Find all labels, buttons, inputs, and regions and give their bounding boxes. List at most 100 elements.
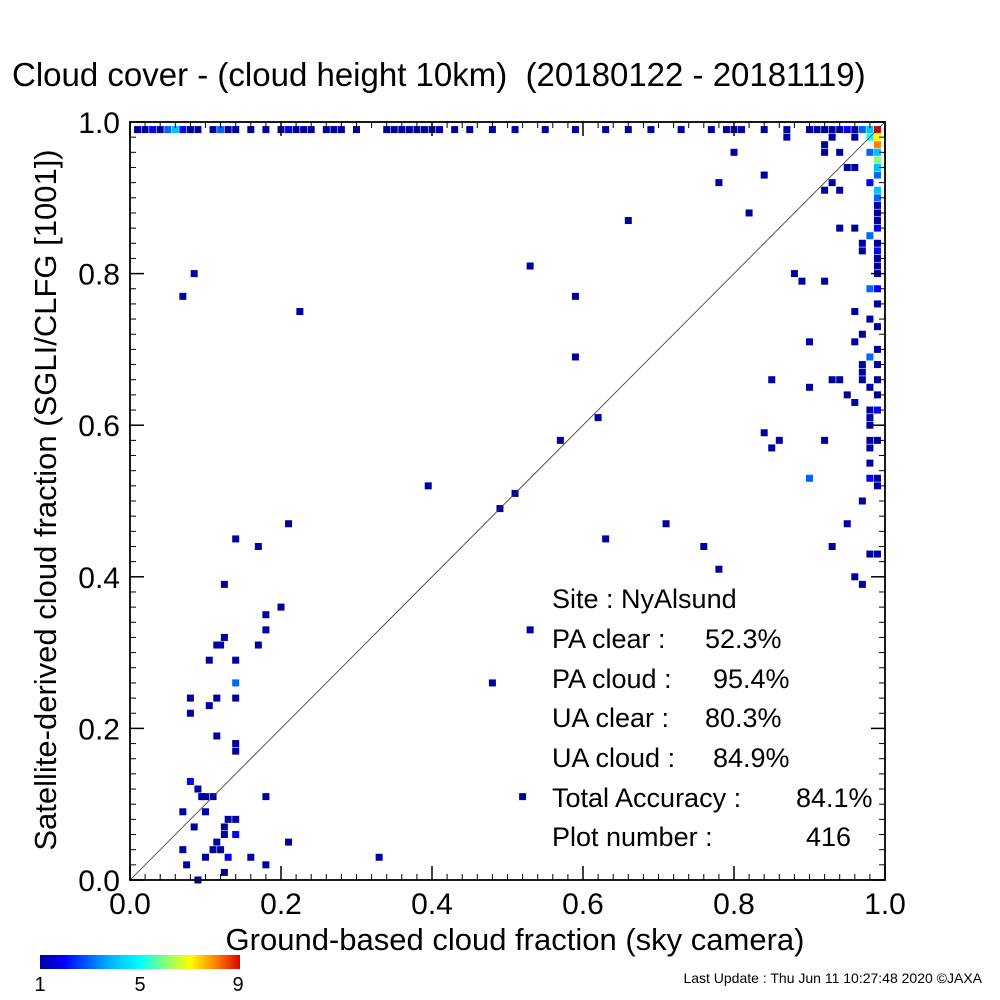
axis-major-ticks — [129, 121, 886, 881]
heatmap-cell — [647, 126, 655, 134]
heatmap-cell — [783, 133, 791, 141]
colorbar-tick-mid: 5 — [134, 974, 146, 996]
heatmap-cell — [836, 186, 844, 194]
axis-tick-labels: 0.0 0.2 0.4 0.6 0.8 1.0 0.0 0.2 0.4 0.6 0.8 1.0 — [78, 107, 906, 921]
heatmap-cell — [851, 573, 859, 581]
heatmap-cell — [873, 345, 881, 353]
heatmap-cell — [873, 550, 881, 558]
chart-title: Cloud cover - (cloud height 10km) (20180… — [12, 56, 866, 93]
heatmap-cell — [873, 186, 881, 194]
heatmap-cell — [858, 368, 866, 376]
heatmap-cell — [571, 126, 579, 134]
heatmap-cell — [292, 126, 300, 134]
heatmap-cell — [213, 732, 221, 740]
heatmap-cell — [866, 383, 874, 391]
heatmap-cell — [164, 126, 172, 134]
heatmap-cell — [488, 679, 496, 687]
heatmap-cell — [858, 126, 866, 134]
heatmap-cell — [851, 308, 859, 315]
heatmap-cell — [806, 474, 813, 482]
heatmap-cell — [873, 406, 881, 414]
heatmap-cell — [873, 209, 881, 217]
heatmap-cell — [715, 179, 723, 187]
heatmap-cell — [851, 133, 859, 141]
heatmap-cell — [624, 217, 632, 225]
heatmap-cell — [662, 520, 670, 528]
last-update-footer: Last Update : Thu Jun 11 10:27:48 2020 ©… — [683, 970, 982, 986]
heatmap-cell — [436, 126, 444, 134]
heatmap-cell — [624, 126, 632, 134]
heatmap-cell — [858, 330, 866, 338]
heatmap-cell — [451, 126, 459, 134]
heatmap-cell — [866, 148, 874, 156]
heatmap-cell — [375, 853, 383, 861]
heatmap-cell — [300, 126, 308, 134]
heatmap-cell — [851, 398, 859, 406]
heatmap-cell — [330, 126, 338, 134]
heatmap-cell — [541, 126, 549, 134]
stat-pa-cloud-value: 95.4% — [713, 664, 790, 694]
x-tick-label: 0.0 — [109, 888, 151, 921]
heatmap-cell — [722, 126, 730, 134]
heatmap-cell — [866, 126, 874, 134]
heatmap-cell — [254, 641, 262, 649]
heatmap-cell — [262, 793, 270, 801]
heatmap-cell — [190, 823, 198, 831]
heatmap-cell — [488, 126, 496, 134]
heatmap-cell — [186, 694, 194, 702]
heatmap-cell — [232, 815, 240, 823]
heatmap-cell — [873, 171, 881, 179]
heatmap-cell — [602, 535, 610, 543]
heatmap-cell — [413, 126, 421, 134]
heatmap-cell — [677, 126, 685, 134]
heatmap-cell — [594, 414, 602, 422]
heatmap-cell — [730, 148, 738, 156]
heatmap-cell — [866, 406, 874, 414]
colorbar-tick-min: 1 — [34, 974, 46, 996]
heatmap-cell — [186, 709, 194, 717]
heatmap-cell — [821, 148, 829, 156]
heatmap-cell — [194, 785, 202, 793]
heatmap-cell — [843, 126, 851, 134]
stat-pa-clear-value: 52.3% — [705, 624, 782, 654]
heatmap-cell — [851, 224, 859, 232]
heatmap-cell — [277, 603, 285, 611]
heatmap-cell — [526, 262, 534, 270]
stat-plot-value: 416 — [806, 822, 852, 852]
stat-ua-clear-value: 80.3% — [705, 703, 782, 733]
heatmap-cell — [866, 436, 874, 444]
heatmap-cell — [232, 831, 240, 839]
heatmap-cell — [571, 292, 579, 300]
heatmap-cell — [828, 179, 836, 187]
heatmap-cell — [156, 126, 164, 134]
heatmap-cell — [526, 626, 534, 634]
heatmap-cell — [866, 474, 874, 482]
heatmap-cell — [873, 474, 881, 482]
heatmap-cell — [179, 126, 187, 134]
heatmap-cell — [806, 338, 813, 346]
heatmap-cell — [353, 126, 360, 134]
heatmap-cell — [232, 126, 240, 134]
x-tick-label: 0.2 — [260, 888, 302, 921]
stat-pa-cloud-label: PA cloud : — [552, 664, 672, 694]
heatmap-cell — [873, 217, 881, 225]
y-tick-label: 0.4 — [78, 562, 120, 595]
heatmap-cell — [209, 126, 217, 134]
heatmap-cell — [285, 126, 293, 134]
one-to-one-line — [129, 121, 886, 881]
heatmap-cell — [828, 376, 836, 384]
heatmap-cell — [866, 459, 874, 467]
stat-site: Site : NyAlsund — [552, 584, 737, 615]
y-tick-label: 1.0 — [78, 107, 120, 140]
heatmap-cell — [821, 141, 829, 149]
heatmap-cell — [186, 126, 194, 134]
heatmap-cell — [866, 315, 874, 323]
y-tick-label: 0.8 — [78, 259, 120, 292]
heatmap-cell — [602, 126, 610, 134]
heatmap-cell — [202, 853, 209, 861]
heatmap-cell — [858, 497, 866, 505]
heatmap-cell — [738, 126, 746, 134]
heatmap-cell — [383, 126, 391, 134]
heatmap-cell — [866, 550, 874, 558]
